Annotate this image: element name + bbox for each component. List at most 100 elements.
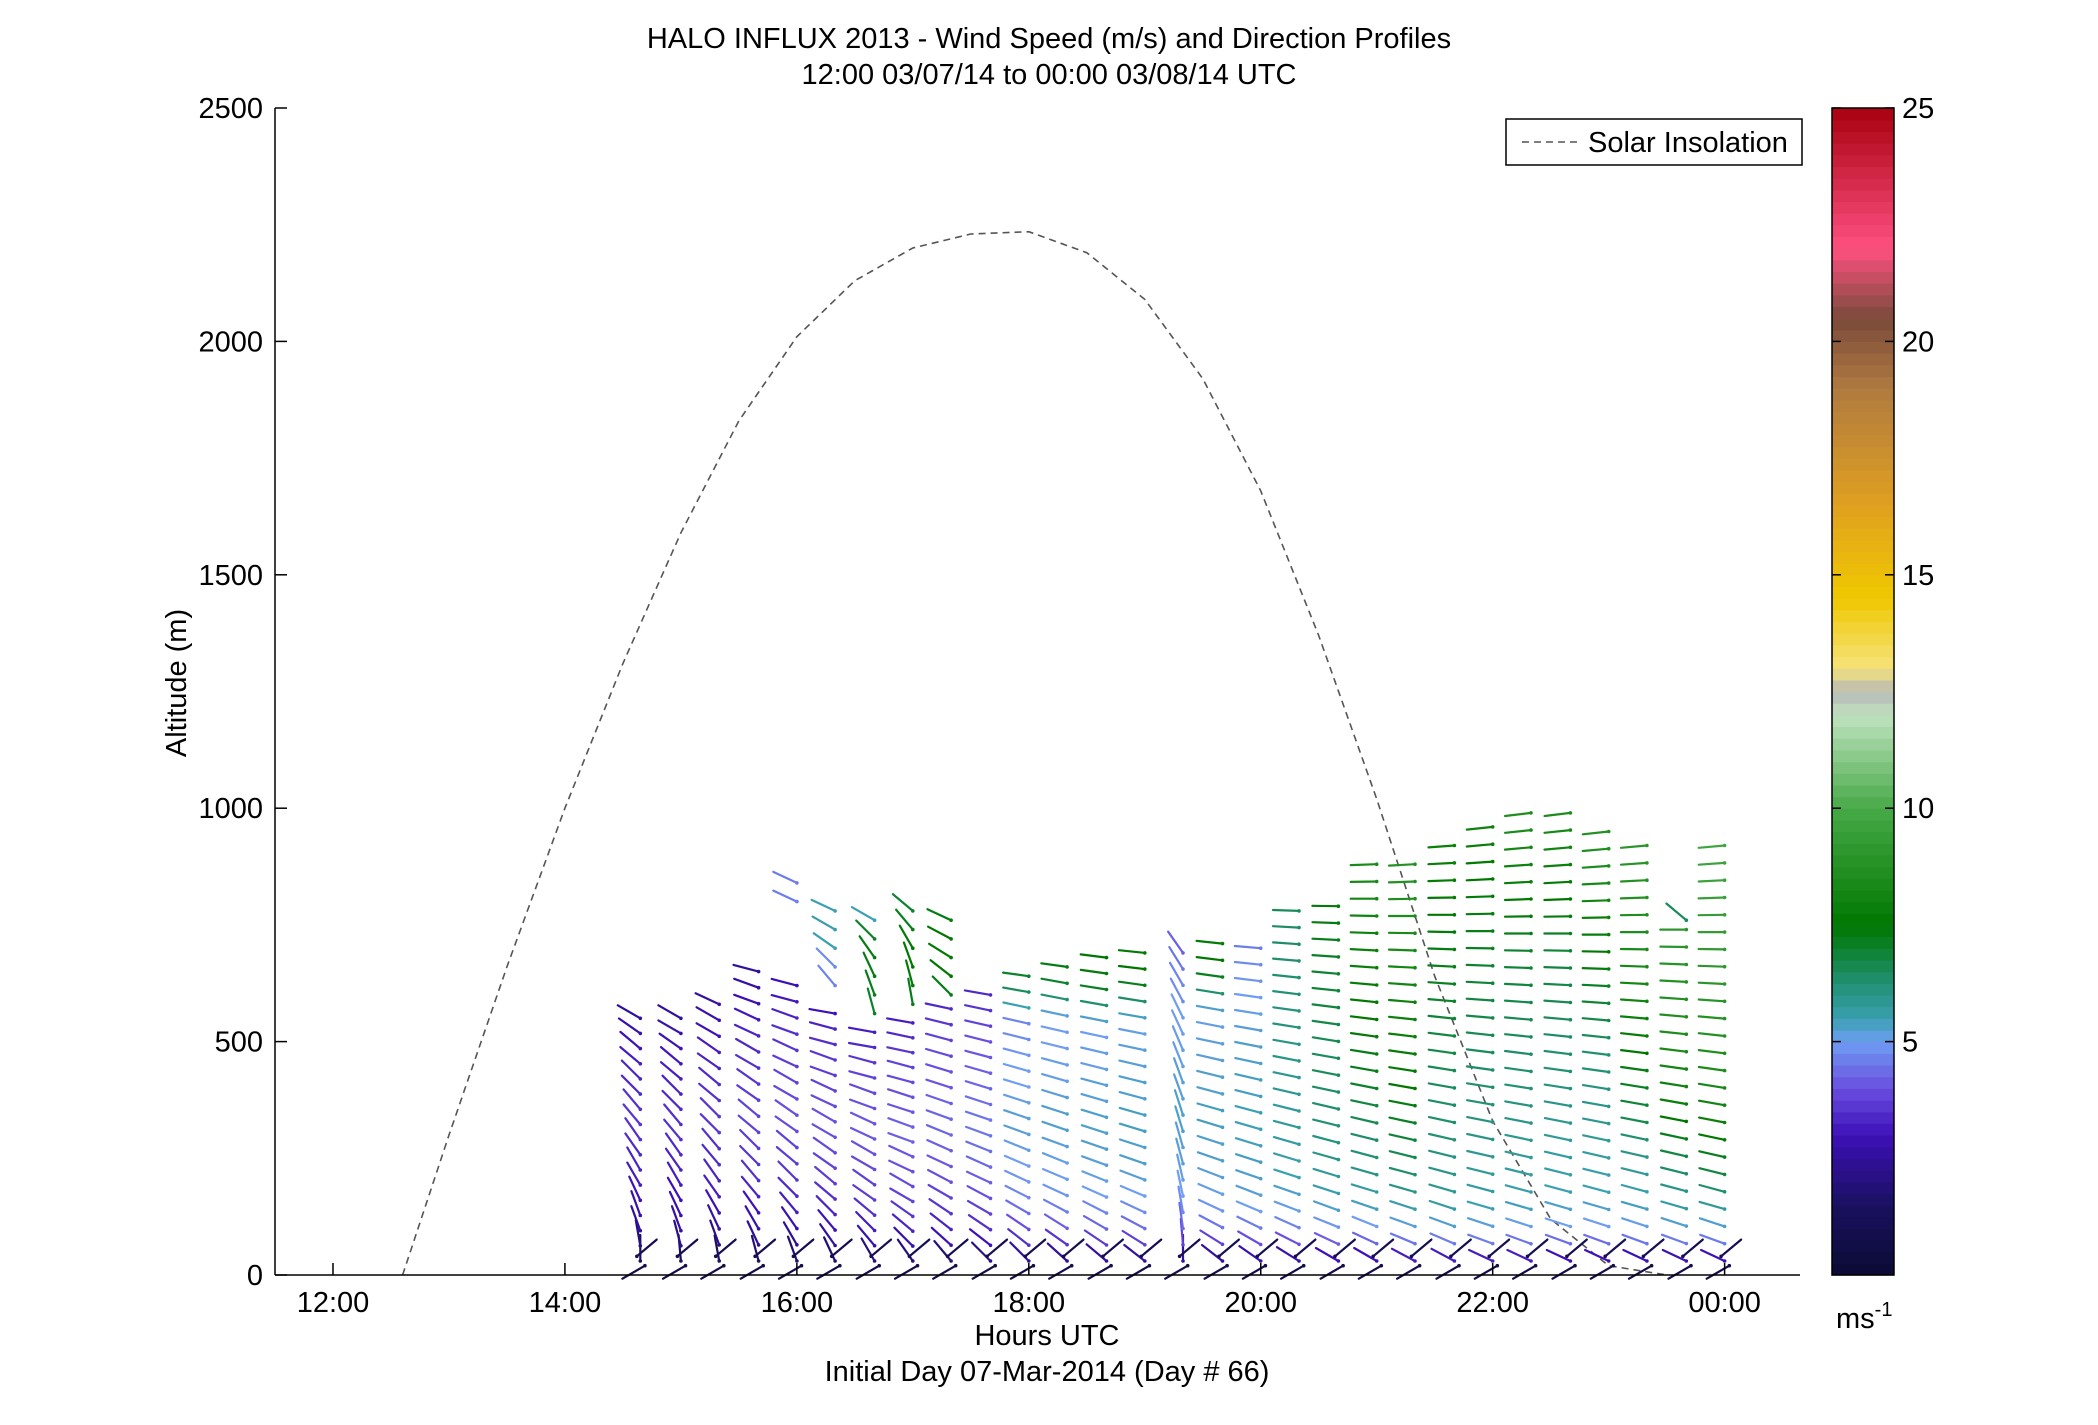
wind-barb <box>902 941 914 969</box>
wind-barb <box>1427 844 1456 849</box>
wind-barb-dot <box>717 1243 721 1247</box>
wind-barb <box>739 1128 760 1150</box>
wind-barb-dot <box>1297 975 1301 980</box>
wind-barb-ground <box>1048 1264 1073 1280</box>
wind-barb <box>1196 1086 1224 1096</box>
wind-barb <box>1002 1062 1030 1073</box>
wind-barb <box>930 1226 953 1247</box>
wind-barb-dot <box>717 1162 721 1167</box>
wind-barb-dot <box>717 1050 721 1055</box>
x-tick-label: 20:00 <box>1224 1287 1297 1319</box>
wind-barb <box>1659 996 1688 1001</box>
wind-barb-dot <box>1220 991 1225 996</box>
wind-barb-dot <box>638 1077 643 1081</box>
x-tick-label: 00:00 <box>1688 1287 1761 1319</box>
wind-barb <box>1698 1200 1726 1211</box>
wind-barb <box>1311 937 1340 942</box>
wind-barb <box>1123 1243 1146 1263</box>
wind-barb-dot <box>1606 1156 1611 1160</box>
wind-barb-ground <box>1294 1238 1317 1258</box>
wind-barb-dot <box>756 985 761 990</box>
colorbar-unit-base: ms <box>1836 1303 1875 1335</box>
wind-barb <box>847 1041 876 1049</box>
wind-barb-ground-dot <box>1225 1263 1229 1268</box>
wind-barb <box>1233 1008 1262 1016</box>
wind-barb <box>1275 1246 1301 1263</box>
wind-barb-ground-dot <box>953 1263 958 1268</box>
wind-barb <box>1660 1233 1688 1245</box>
wind-barb <box>1079 1015 1108 1023</box>
wind-barb <box>1272 1054 1301 1063</box>
wind-barb-ground <box>1024 1238 1047 1258</box>
wind-barb <box>1620 1116 1649 1124</box>
wind-barb <box>1041 1104 1069 1116</box>
wind-barb-dot <box>1336 1005 1341 1010</box>
colorbar-swatch <box>1832 306 1894 319</box>
wind-barb-dot <box>833 1259 837 1263</box>
wind-barb-dot <box>1181 999 1185 1004</box>
wind-barb <box>736 1068 760 1086</box>
wind-barb <box>619 1045 642 1065</box>
wind-barb-dot <box>1065 1177 1069 1182</box>
wind-barb-dot <box>1529 914 1533 919</box>
wind-barb-dot <box>1143 999 1147 1004</box>
wind-barb-dot <box>833 1073 837 1078</box>
wind-barb-dot <box>756 1243 761 1247</box>
wind-barb-ground <box>661 1264 687 1280</box>
wind-barb <box>1427 1048 1456 1055</box>
colorbar-swatch <box>1832 784 1894 798</box>
wind-barb <box>1176 1153 1185 1182</box>
wind-barb <box>1119 1169 1146 1182</box>
wind-barb <box>1387 880 1417 884</box>
wind-barb <box>1581 864 1610 869</box>
wind-barb <box>1620 1133 1649 1141</box>
wind-barb-dot <box>1645 930 1649 934</box>
wind-barb <box>1619 1032 1649 1038</box>
wind-barb-dot <box>1490 964 1495 968</box>
wind-barb-dot <box>1143 1226 1147 1231</box>
wind-barb-dot <box>756 1001 761 1006</box>
wind-barb-dot <box>911 1050 915 1055</box>
wind-barb-dot <box>1568 1086 1573 1091</box>
chart-title: HALO INFLUX 2013 - Wind Speed (m/s) and … <box>647 23 1451 55</box>
wind-barb-dot <box>1258 962 1263 967</box>
wind-barb <box>1195 939 1224 945</box>
wind-barb-dot <box>1452 1224 1457 1229</box>
wind-barb-dot <box>1336 1039 1341 1044</box>
wind-barb-ground-dot <box>829 1254 834 1259</box>
wind-barb-dot <box>1027 990 1031 994</box>
wind-barb-dot <box>1529 845 1533 850</box>
wind-barb-dot <box>1490 911 1495 916</box>
wind-barb-dot <box>1568 914 1573 919</box>
wind-barb-dot <box>1529 897 1533 901</box>
wind-barb-dot <box>1258 1242 1263 1247</box>
wind-barb <box>1659 1149 1688 1158</box>
wind-barb <box>1697 896 1726 900</box>
wind-barb <box>1503 863 1533 868</box>
wind-barb-dot <box>1065 1144 1069 1149</box>
wind-barb-dot <box>1181 1048 1185 1052</box>
wind-barb-dot <box>1452 1120 1457 1125</box>
wind-barb <box>1172 1057 1185 1084</box>
wind-barb <box>925 1109 953 1121</box>
wind-barb-dot <box>1220 1075 1225 1079</box>
wind-barb-dot <box>1568 1224 1573 1229</box>
wind-barb <box>699 1113 721 1134</box>
wind-barb <box>1388 1066 1417 1073</box>
wind-barb <box>1428 1199 1456 1211</box>
wind-barb-dot <box>1181 1226 1185 1231</box>
wind-barb <box>1387 948 1417 952</box>
wind-barb <box>666 1161 683 1187</box>
wind-barb <box>1177 1185 1185 1214</box>
wind-barb <box>1544 1184 1572 1194</box>
wind-barb <box>1235 1184 1262 1197</box>
wind-barb <box>963 989 992 997</box>
wind-barb-dot <box>1065 1046 1069 1051</box>
y-tick-label: 500 <box>215 1027 263 1059</box>
y-tick-label: 1500 <box>198 560 263 592</box>
wind-barb-dot <box>1452 964 1457 969</box>
wind-barb <box>812 932 837 950</box>
wind-barb <box>1619 844 1649 849</box>
wind-barb-dot <box>1027 1069 1031 1073</box>
wind-barb <box>663 1103 683 1126</box>
